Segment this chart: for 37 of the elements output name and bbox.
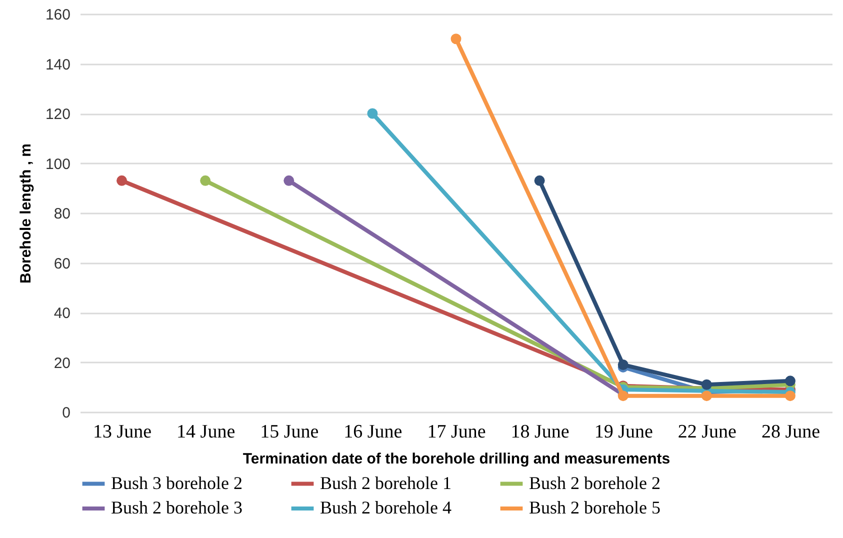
y-tick-label: 40 — [54, 305, 70, 322]
legend-label: Bush 2 borehole 4 — [320, 498, 452, 518]
y-tick-label: 120 — [45, 106, 70, 123]
y-tick-label: 160 — [45, 6, 70, 24]
point — [534, 175, 545, 186]
x-tick-label: 19 June — [594, 422, 653, 442]
y-tick-label: 140 — [45, 56, 70, 74]
point — [200, 175, 211, 186]
y-tick-label: 100 — [45, 156, 70, 173]
point — [701, 390, 712, 402]
point — [784, 376, 796, 386]
point — [116, 175, 128, 186]
x-tick-label: 13 June — [92, 422, 152, 442]
legend-label: Bush 2 borehole 1 — [320, 472, 452, 493]
point — [367, 108, 378, 119]
point — [618, 360, 628, 370]
y-tick-label: 60 — [54, 255, 70, 272]
legend-label: Bush 2 borehole 5 — [529, 498, 660, 518]
x-tick-label: 15 June — [260, 422, 319, 442]
x-tick-label: 28 June — [761, 422, 820, 442]
point — [784, 390, 796, 402]
legend-label: Bush 3 borehole 2 — [111, 472, 242, 493]
y-axis-title: Borehole length , m — [17, 143, 34, 284]
point — [284, 175, 294, 186]
x-tick-label: 17 June — [427, 422, 486, 442]
x-tick-label: 18 June — [510, 422, 570, 442]
x-axis-title: Termination date of the borehole drilling and measurements — [242, 450, 670, 468]
x-tick-label: 14 June — [176, 422, 236, 442]
legend-label: Bush 2 borehole 2 — [529, 472, 660, 493]
y-tick-label: 20 — [54, 354, 70, 372]
y-tick-label: 0 — [62, 404, 70, 422]
point — [450, 34, 462, 44]
point — [701, 379, 712, 390]
y-tick-label: 80 — [54, 206, 70, 222]
x-tick-label: 22 June — [678, 422, 736, 442]
x-tick-label: 16 June — [344, 422, 402, 442]
legend-label: Bush 2 borehole 3 — [111, 498, 242, 518]
